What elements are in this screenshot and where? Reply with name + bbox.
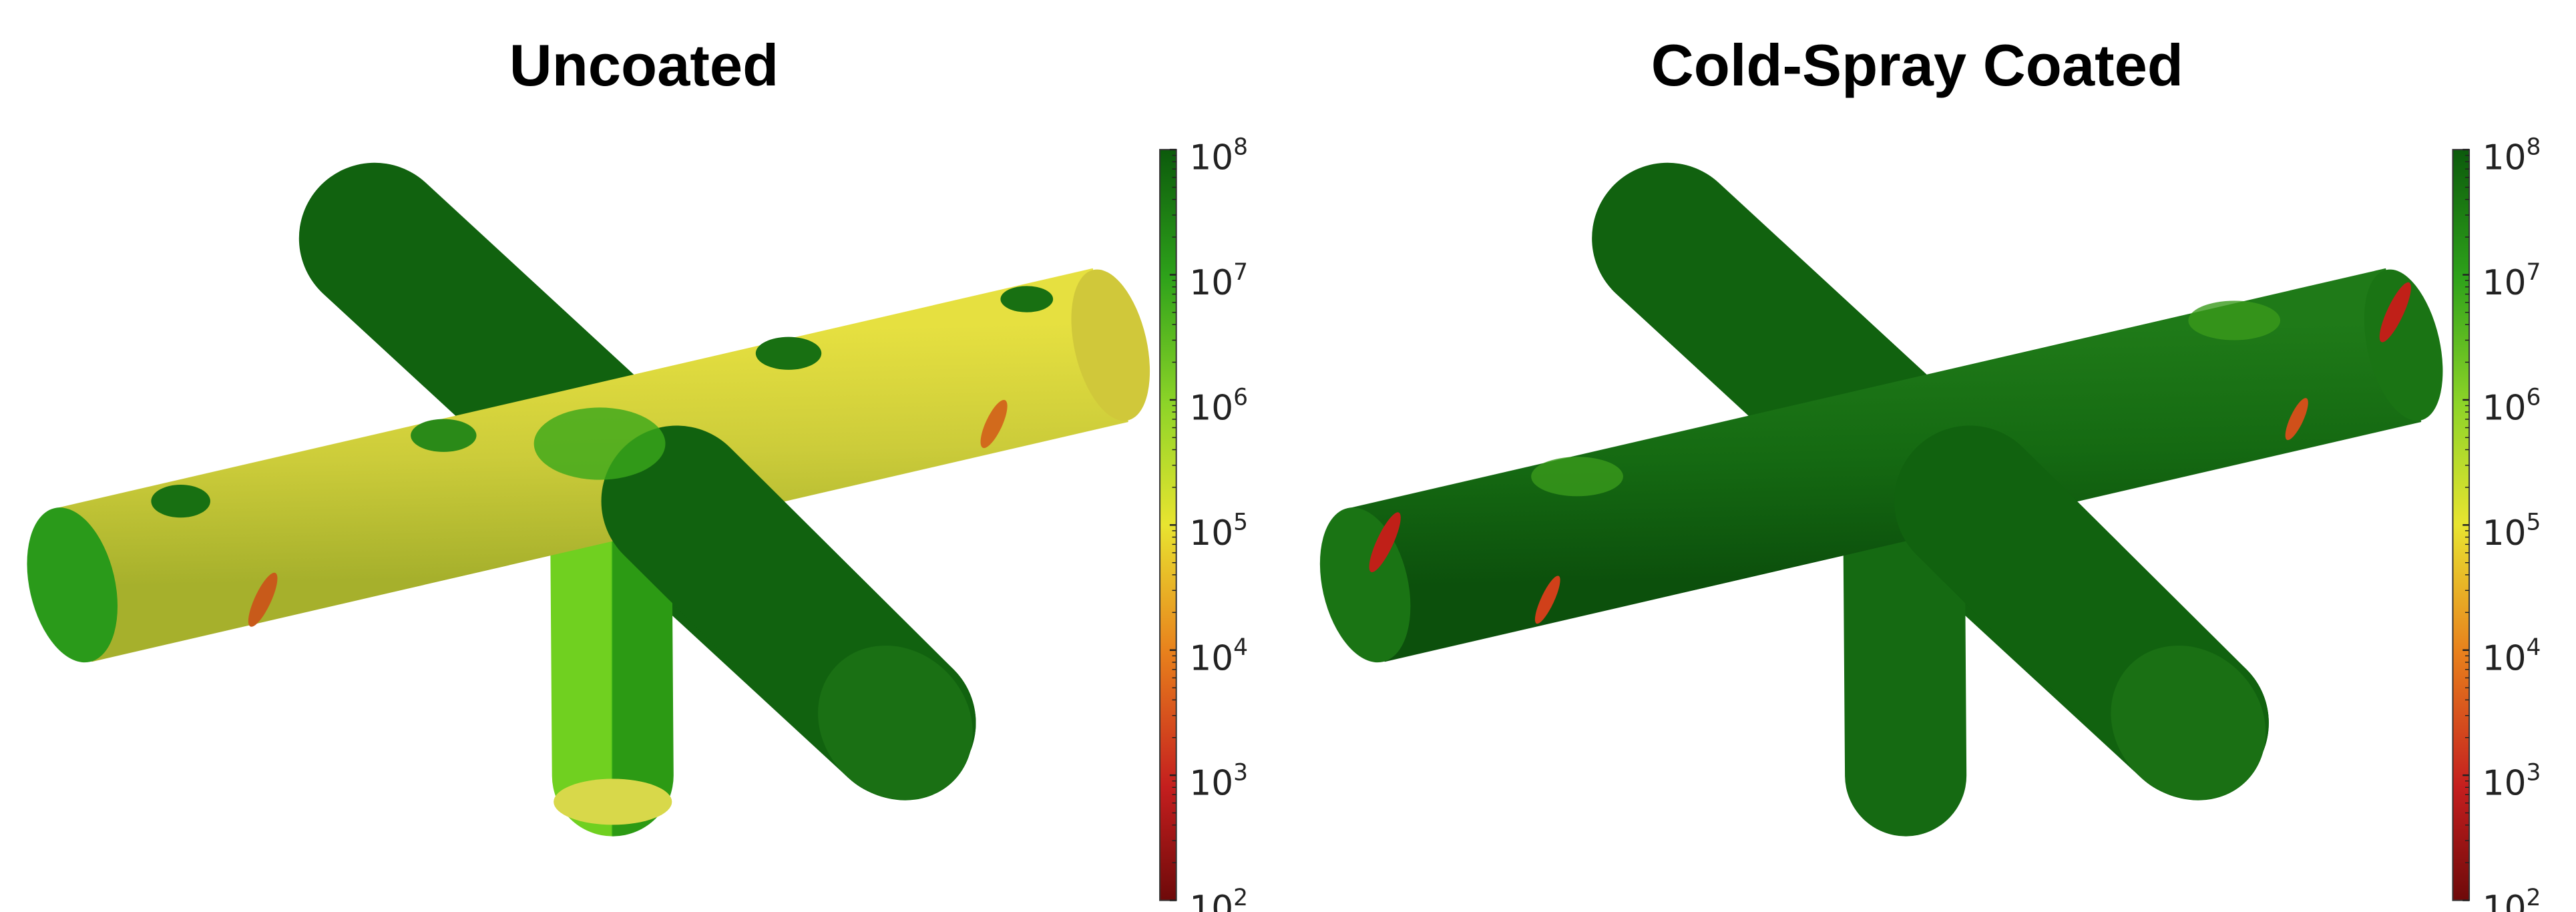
tick-base: 10 (2483, 513, 2527, 553)
uncoated-model (13, 238, 1163, 832)
tick-exponent: 6 (2526, 384, 2541, 411)
tick-label: 105 (1189, 509, 1248, 553)
figure: Uncoated108107106105104103102Cold-Spray … (0, 0, 2576, 912)
tick-exponent: 3 (1233, 760, 1248, 786)
tick-base: 10 (2483, 138, 2527, 178)
tick-exponent: 7 (1233, 259, 1248, 286)
tick-base: 10 (1189, 889, 1233, 912)
tick-base: 10 (1189, 638, 1233, 678)
tick-exponent: 5 (1233, 509, 1248, 536)
tick-label: 102 (1189, 885, 1248, 912)
tick-exponent: 8 (1233, 134, 1248, 161)
tick-exponent: 6 (1233, 384, 1248, 411)
tick-exponent: 8 (2526, 134, 2541, 161)
tick-label: 104 (1189, 634, 1248, 678)
panel-title: Uncoated (509, 32, 779, 98)
tick-label: 104 (2483, 634, 2541, 678)
panel-title: Cold-Spray Coated (1651, 32, 2183, 98)
tick-exponent: 4 (1233, 634, 1248, 661)
tick-label: 107 (1189, 259, 1248, 303)
tick-label: 105 (2483, 509, 2541, 553)
tick-exponent: 2 (2526, 885, 2541, 911)
tick-label: 108 (1189, 134, 1248, 178)
tick-label: 106 (2483, 384, 2541, 428)
tick-exponent: 7 (2526, 259, 2541, 286)
tick-base: 10 (1189, 764, 1233, 804)
tick-base: 10 (2483, 764, 2527, 804)
tick-exponent: 4 (2526, 634, 2541, 661)
tick-label: 108 (2483, 134, 2541, 178)
coated-model (1306, 238, 2456, 832)
tick-base: 10 (1189, 388, 1233, 428)
tick-base: 10 (2483, 889, 2527, 912)
tick-exponent: 5 (2526, 509, 2541, 536)
tick-exponent: 2 (1233, 885, 1248, 911)
tick-label: 103 (1189, 760, 1248, 804)
tick-base: 10 (1189, 263, 1233, 303)
tick-base: 10 (2483, 388, 2527, 428)
tick-base: 10 (1189, 138, 1233, 178)
tick-exponent: 3 (2526, 760, 2541, 786)
tick-label: 107 (2483, 259, 2541, 303)
tick-label: 103 (2483, 760, 2541, 804)
tick-label: 106 (1189, 384, 1248, 428)
tick-base: 10 (2483, 263, 2527, 303)
page: Uncoated108107106105104103102Cold-Spray … (0, 0, 2576, 912)
tick-base: 10 (2483, 638, 2527, 678)
tick-label: 102 (2483, 885, 2541, 912)
tick-base: 10 (1189, 513, 1233, 553)
